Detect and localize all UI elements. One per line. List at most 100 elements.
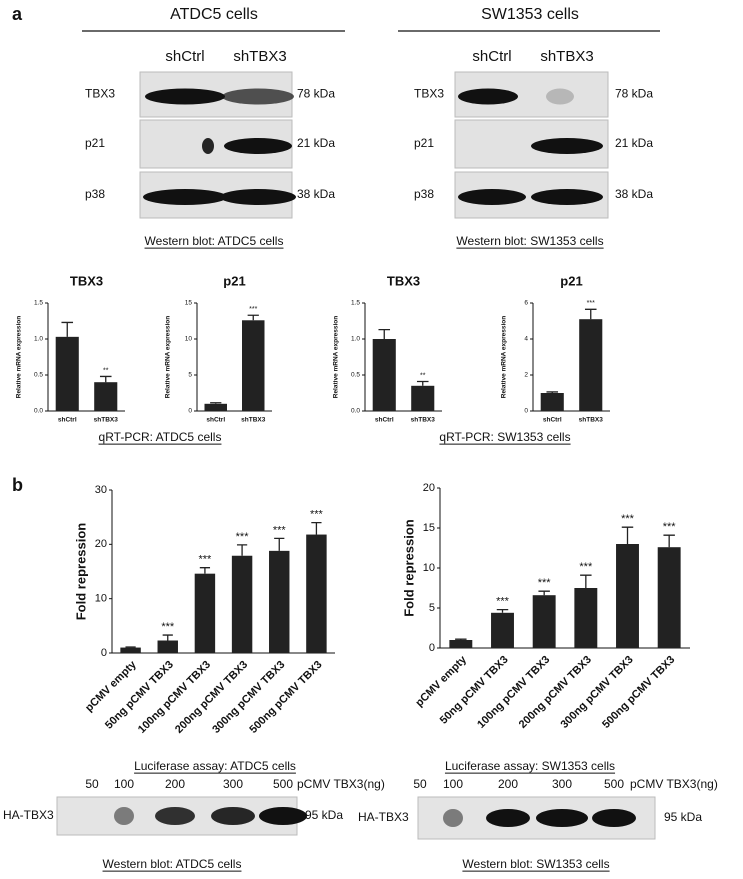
y-tick-label: 0 (524, 408, 528, 415)
y-tick-label: 1.0 (34, 336, 43, 343)
blot-band (202, 138, 214, 154)
bar (449, 640, 473, 648)
chart-title: TBX3 (70, 273, 103, 288)
lane-label: 500 (273, 777, 293, 791)
y-tick-label: 0 (429, 642, 435, 654)
protein-label: HA-TBX3 (358, 810, 409, 824)
caption: Western blot: SW1353 cells (456, 234, 603, 248)
x-tick-label: shCtrl (206, 417, 225, 424)
bar (242, 320, 265, 411)
x-tick-label: 200ng pCMV TBX3 (517, 654, 594, 731)
y-axis-label: Relative mRNA expression (16, 316, 23, 399)
error-bar (455, 638, 467, 640)
y-tick-label: 20 (95, 538, 107, 550)
blot-band (536, 809, 588, 827)
size-label: 38 kDa (615, 187, 653, 201)
bar (55, 336, 79, 411)
x-tick-label: shTBX3 (241, 417, 266, 424)
group-title: SW1353 cells (481, 6, 579, 23)
lane-label: 200 (165, 777, 185, 791)
protein-label: p21 (414, 136, 434, 150)
blot-band (145, 88, 225, 105)
caption: Western blot: SW1353 cells (462, 857, 609, 871)
x-tick-label: shCtrl (58, 417, 77, 424)
protein-label: TBX3 (414, 87, 444, 101)
protein-label: p21 (85, 136, 105, 150)
y-tick-label: 0 (188, 408, 192, 415)
protein-label: p38 (85, 187, 105, 201)
blot-band (143, 189, 227, 205)
x-tick-label: 100ng pCMV TBX3 (136, 659, 213, 736)
significance: *** (621, 513, 635, 525)
error-bar (247, 314, 259, 321)
significance: *** (161, 621, 175, 633)
y-axis-label: Fold repression (73, 523, 88, 621)
x-tick-label: 50ng pCMV TBX3 (103, 659, 176, 732)
caption: qRT-PCR: SW1353 cells (439, 430, 570, 444)
protein-label: p38 (414, 187, 434, 201)
blot-band (546, 88, 574, 105)
size-label: 21 kDa (615, 136, 653, 150)
x-tick-label: shTBX3 (579, 417, 604, 424)
significance: *** (249, 306, 257, 313)
blot-band (155, 807, 195, 825)
bar (372, 339, 396, 411)
lane-label: 300 (223, 777, 243, 791)
bar (657, 547, 681, 648)
size-label: 78 kDa (297, 87, 335, 101)
caption: Luciferase assay: ATDC5 cells (134, 759, 296, 773)
bar (616, 544, 639, 648)
x-tick-label: 300ng pCMV TBX3 (558, 654, 635, 731)
bar (306, 534, 327, 653)
bar (532, 595, 556, 648)
bar (120, 647, 141, 653)
error-bar (580, 574, 592, 588)
y-tick-label: 0.0 (34, 408, 43, 415)
significance: *** (273, 524, 287, 536)
x-tick-label: 500ng pCMV TBX3 (247, 659, 324, 736)
bar (269, 550, 290, 653)
y-tick-label: 10 (185, 336, 193, 343)
y-tick-label: 0.5 (34, 372, 43, 379)
lane-label: shTBX3 (540, 48, 593, 65)
bar (574, 588, 598, 648)
panel-label: b (12, 475, 23, 495)
lane-label: 500 (604, 777, 624, 791)
y-axis-label: Relative mRNA expression (501, 316, 508, 399)
lane-label: shCtrl (165, 48, 204, 65)
error-bar (61, 321, 74, 337)
lane-label: shTBX3 (233, 48, 286, 65)
caption: qRT-PCR: ATDC5 cells (99, 430, 222, 444)
y-tick-label: 6 (524, 300, 528, 307)
bar (540, 393, 564, 411)
error-bar (546, 391, 559, 393)
lane-label: 100 (443, 777, 463, 791)
error-bar (621, 526, 634, 544)
y-tick-label: 1.5 (34, 300, 43, 307)
error-bar (663, 534, 675, 548)
error-bar (584, 308, 597, 320)
blot-band (592, 809, 636, 827)
y-tick-label: 4 (524, 336, 528, 343)
blot-band (211, 807, 255, 825)
x-tick-label: shCtrl (543, 417, 562, 424)
significance: *** (310, 509, 324, 521)
panel-label: a (12, 4, 23, 24)
size-label: 78 kDa (615, 87, 653, 101)
lane-unit: pCMV TBX3(ng) (630, 777, 718, 791)
size-label: 21 kDa (297, 136, 335, 150)
x-tick-label: shCtrl (375, 417, 394, 424)
error-bar (199, 567, 211, 574)
y-tick-label: 30 (95, 484, 107, 496)
y-tick-label: 2 (524, 372, 528, 379)
error-bar (378, 328, 391, 339)
bar (194, 573, 216, 653)
blot-band (222, 88, 294, 105)
blot-band (443, 809, 463, 827)
y-tick-label: 15 (185, 300, 193, 307)
significance: *** (587, 300, 595, 307)
y-tick-label: 0 (101, 647, 107, 659)
error-bar (311, 521, 322, 535)
bar (411, 385, 435, 411)
